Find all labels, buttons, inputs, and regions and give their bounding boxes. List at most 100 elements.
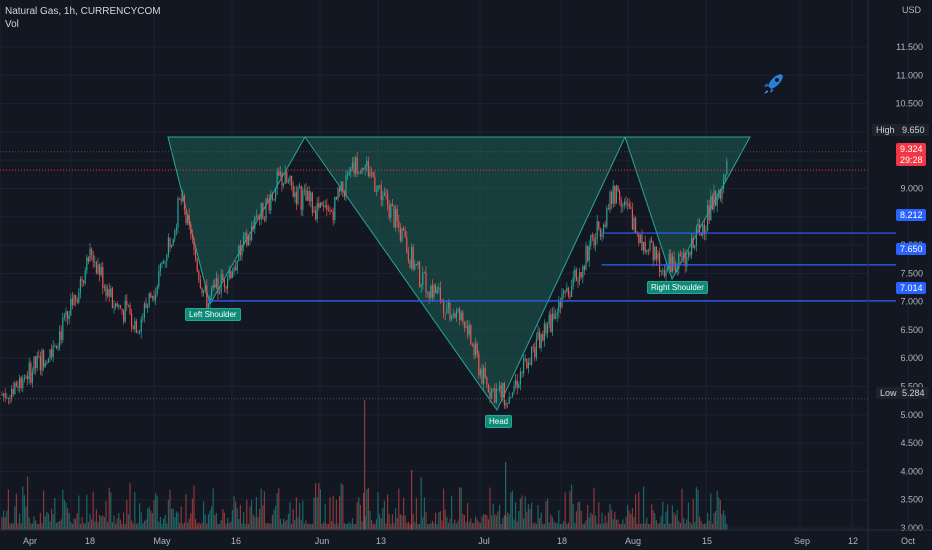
volume-bar <box>503 514 505 530</box>
volume-bar <box>268 523 270 530</box>
volume-bar <box>414 522 416 530</box>
volume-bar <box>51 508 53 530</box>
candle-body <box>699 224 701 233</box>
candle-body <box>143 303 145 319</box>
volume-bar <box>86 494 88 530</box>
volume-bar <box>467 502 469 530</box>
volume-bar <box>454 519 456 530</box>
volume-bar <box>420 476 422 530</box>
volume-bar <box>238 518 240 530</box>
right-shoulder-label[interactable]: Right Shoulder <box>647 281 708 294</box>
candle-body <box>419 261 421 287</box>
volume-bar <box>11 523 13 530</box>
volume-bar <box>177 512 179 530</box>
candle-body <box>545 323 547 334</box>
candle-body <box>203 290 205 293</box>
volume-bar <box>174 517 176 530</box>
candle-body <box>81 279 83 282</box>
volume-bar <box>215 512 217 530</box>
volume-bar <box>462 513 464 530</box>
candle-body <box>590 234 592 246</box>
volume-bar <box>651 504 653 530</box>
volume-bar <box>692 498 694 530</box>
candle-body <box>169 237 171 248</box>
volume-legend[interactable]: Vol <box>5 19 19 30</box>
candle-body <box>564 291 566 292</box>
candle-body <box>407 252 409 261</box>
candle-body <box>484 367 486 378</box>
head-label[interactable]: Head <box>485 415 513 428</box>
candle-body <box>387 193 389 206</box>
volume-bar <box>297 517 299 530</box>
volume-bar <box>54 498 56 530</box>
candle-body <box>633 218 635 230</box>
volume-bar <box>542 523 544 530</box>
volume-bar <box>489 487 491 530</box>
candle-body <box>227 278 229 289</box>
candle-body <box>475 343 477 356</box>
volume-bar <box>279 518 281 530</box>
rocket-icon[interactable] <box>762 72 784 96</box>
candle-body <box>49 349 51 359</box>
time-tick-label: 12 <box>848 536 858 546</box>
volume-bar <box>374 523 376 530</box>
volume-bar <box>569 491 571 530</box>
candle-body <box>566 287 568 292</box>
volume-bar <box>366 489 368 530</box>
volume-bar <box>679 523 681 530</box>
volume-bar <box>7 489 9 530</box>
volume-bar <box>49 521 51 530</box>
level-price-7014: 7.014 <box>896 282 926 294</box>
candle-body <box>35 356 37 369</box>
time-tick-label: 15 <box>702 536 712 546</box>
volume-bar <box>87 522 89 530</box>
volume-bar <box>630 514 632 530</box>
volume-bar <box>460 487 462 530</box>
volume-bar <box>108 487 110 530</box>
volume-bar <box>582 523 584 530</box>
volume-bar <box>403 497 405 530</box>
volume-bar <box>246 499 248 530</box>
volume-bar <box>339 495 341 530</box>
candle-body <box>452 313 454 317</box>
candle-body <box>716 198 718 206</box>
candle-body <box>278 171 280 176</box>
volume-bar <box>476 519 478 530</box>
volume-bar <box>342 484 344 530</box>
candle-body <box>628 203 630 207</box>
candle-body <box>441 301 443 303</box>
candle-body <box>455 311 457 318</box>
symbol-title[interactable]: Natural Gas, 1h, CURRENCYCOM <box>5 6 161 17</box>
candle-body <box>459 309 461 320</box>
candle-body <box>569 295 571 298</box>
left-shoulder-label[interactable]: Left Shoulder <box>185 308 241 321</box>
candle-body <box>295 192 297 205</box>
candle-body <box>318 203 320 208</box>
volume-bar <box>1 517 3 530</box>
volume-bar <box>599 523 601 530</box>
candle-body <box>123 310 125 322</box>
candle-body <box>367 161 369 176</box>
candle-body <box>87 257 89 262</box>
candle-body <box>148 293 150 305</box>
volume-bar <box>631 508 633 530</box>
volume-bar <box>57 521 59 530</box>
price-tick-label: 5.500 <box>900 382 923 392</box>
volume-bar <box>663 523 665 530</box>
candle-body <box>465 326 467 328</box>
candle-body <box>670 253 672 273</box>
volume-bar <box>588 517 590 530</box>
volume-bar <box>398 488 400 530</box>
volume-bar <box>359 504 361 530</box>
volume-bar <box>369 510 371 530</box>
candle-body <box>388 205 390 218</box>
time-tick-label: May <box>153 536 171 546</box>
volume-bar <box>291 523 293 530</box>
volume-bar <box>103 517 105 530</box>
candle-body <box>539 331 541 349</box>
price-tick-label: 3.500 <box>900 495 923 505</box>
price-candles <box>1 151 728 409</box>
volume-bar <box>638 491 640 530</box>
volume-bar <box>689 522 691 530</box>
